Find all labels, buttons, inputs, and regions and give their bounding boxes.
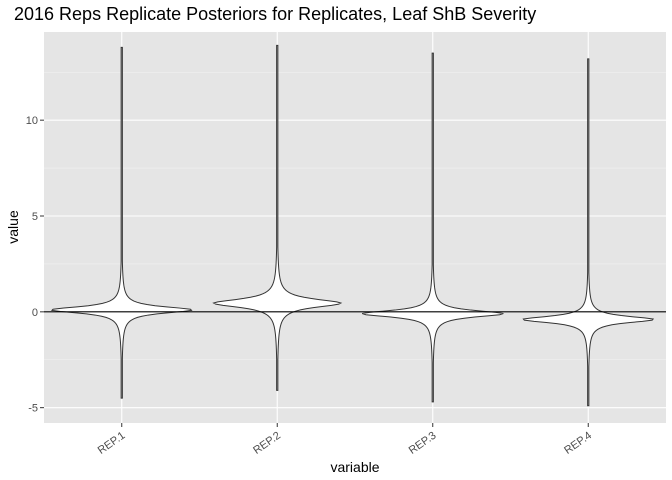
violin-rep-3	[361, 52, 504, 403]
violin-rep-1	[50, 46, 193, 399]
chart-title: 2016 Reps Replicate Posteriors for Repli…	[14, 4, 537, 24]
violin-rep-2	[212, 44, 343, 391]
x-axis: REP.1 REP.2 REP.3 REP.4	[96, 423, 594, 457]
violins	[44, 44, 666, 407]
y-axis: -5 0 5 10	[26, 115, 44, 415]
x-tick-label: REP.1	[96, 430, 128, 457]
y-tick-label: 10	[26, 115, 38, 127]
x-tick-label: REP.4	[562, 430, 594, 457]
x-tick-label: REP.2	[251, 430, 283, 457]
violin-rep-4	[522, 58, 655, 407]
y-tick-label: 0	[32, 307, 38, 319]
x-axis-title: variable	[330, 459, 379, 475]
x-tick-label: REP.3	[407, 430, 439, 457]
y-tick-label: 5	[32, 211, 38, 223]
plot-panel	[44, 32, 666, 423]
y-tick-label: -5	[28, 403, 38, 415]
y-axis-title: value	[5, 210, 21, 244]
